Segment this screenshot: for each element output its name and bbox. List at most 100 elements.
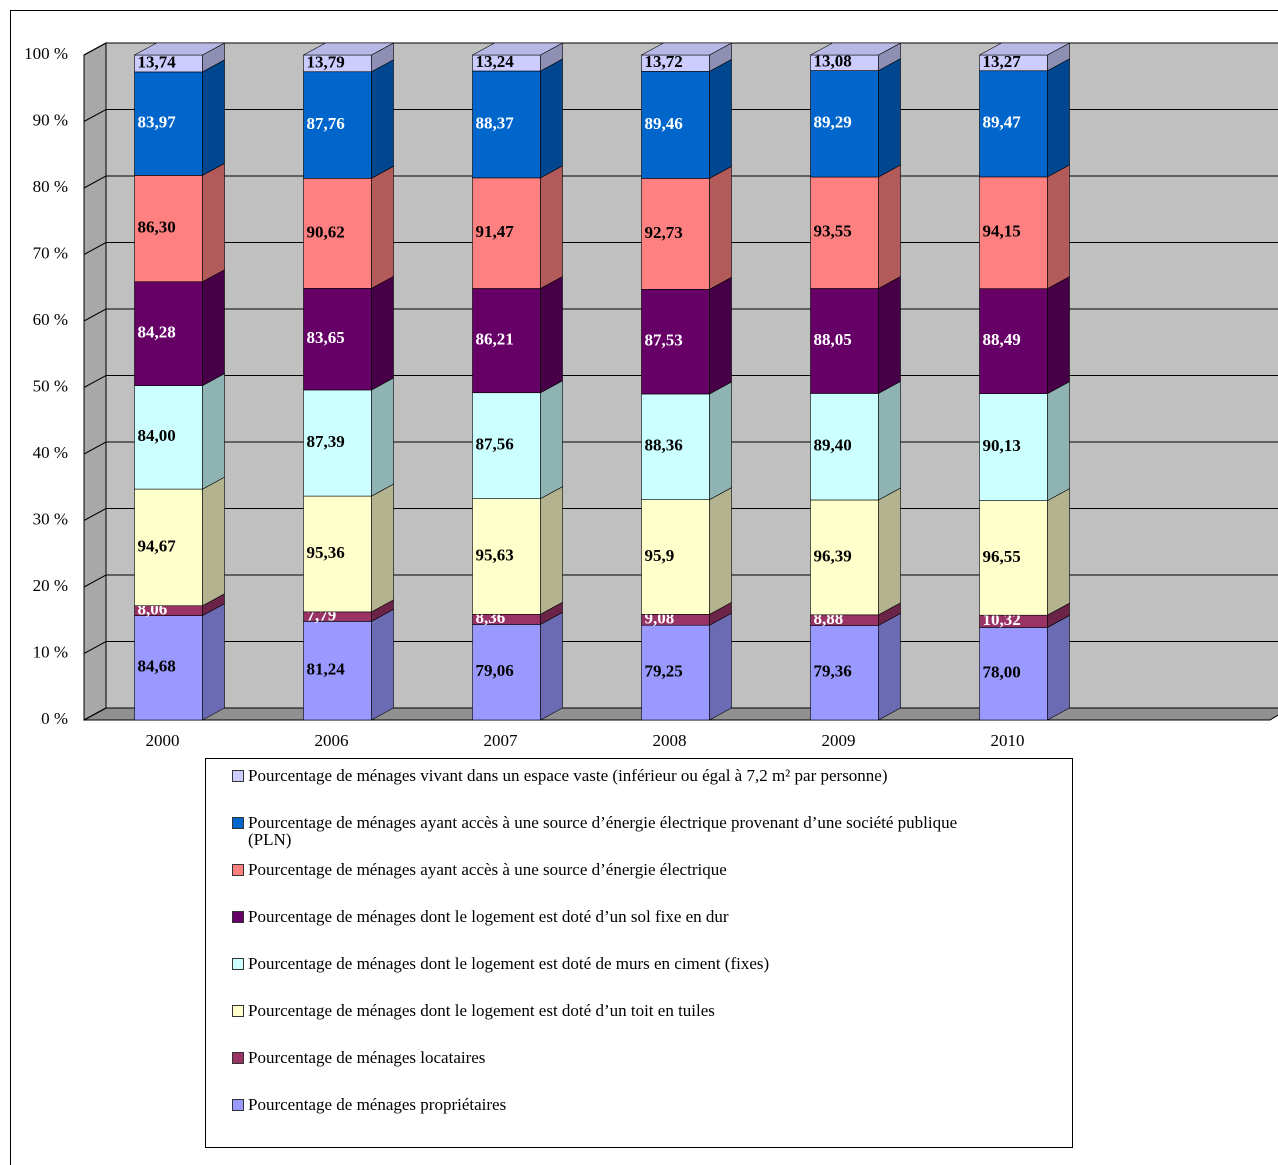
bar-side [1047, 614, 1070, 721]
bar-segment [979, 627, 1048, 721]
value-label: 88,05 [814, 330, 852, 349]
legend-swatch [232, 817, 244, 829]
bar-segment [979, 393, 1048, 501]
value-label: 83,65 [307, 328, 345, 347]
y-tick-label: 10 % [33, 642, 68, 661]
bar-side [878, 487, 901, 616]
value-label: 86,21 [476, 330, 514, 349]
legend-label: Pourcentage de ménages locataires [248, 1048, 486, 1067]
bar-side [202, 162, 225, 283]
bar-side [1047, 58, 1070, 178]
value-label: 87,39 [307, 432, 345, 451]
bar-side [1047, 276, 1070, 395]
value-label: 95,36 [307, 543, 345, 562]
value-label: 87,56 [476, 435, 514, 454]
value-label: 79,06 [476, 661, 514, 680]
legend-swatch [232, 958, 244, 970]
value-label: 83,97 [138, 113, 177, 132]
legend-item: Pourcentage de ménages vivant dans un es… [232, 767, 1072, 805]
bar-side [540, 380, 563, 500]
bar-segment [303, 495, 372, 613]
value-label: 13,74 [138, 52, 177, 71]
bar-segment [810, 625, 879, 721]
value-label: 96,39 [814, 546, 852, 565]
bar-side [202, 476, 225, 607]
legend-item: Pourcentage de ménages dont le logement … [232, 908, 1072, 946]
legend-label: Pourcentage de ménages dont le logement … [248, 907, 729, 926]
bar-side [709, 276, 732, 395]
value-label: 13,72 [645, 52, 683, 71]
legend-label: Pourcentage de ménages dont le logement … [248, 954, 770, 973]
legend-item: Pourcentage de ménages ayant accès à une… [232, 814, 1072, 852]
bar-side [878, 164, 901, 289]
y-tick-label: 20 % [33, 576, 68, 595]
legend-swatch [232, 864, 244, 876]
bar-top [810, 42, 901, 56]
value-label: 84,28 [138, 323, 176, 342]
value-label: 78,00 [983, 663, 1021, 682]
bar-side [1047, 164, 1070, 290]
y-tick-label: 0 % [41, 709, 68, 728]
bar-side [202, 59, 225, 176]
bar-segment [472, 624, 541, 721]
bar-side [878, 380, 901, 501]
bar-side [709, 58, 732, 179]
bar-segment [810, 288, 879, 394]
y-tick-label: 70 % [33, 243, 68, 262]
bar-side [709, 487, 732, 615]
x-tick-label: 2009 [822, 731, 856, 750]
bar-segment [303, 621, 372, 721]
value-label: 84,68 [138, 657, 176, 676]
bar-segment [641, 499, 710, 615]
bar-segment [472, 70, 541, 179]
value-label: 89,47 [983, 113, 1022, 132]
bar-side [878, 275, 901, 394]
value-label: 79,25 [645, 662, 683, 681]
y-tick-label: 60 % [33, 310, 68, 329]
value-label: 92,73 [645, 223, 683, 242]
value-label: 13,79 [307, 52, 345, 71]
bar-side [878, 612, 901, 721]
value-label: 86,30 [138, 217, 176, 236]
bar-side [371, 275, 394, 391]
y-tick-label: 90 % [33, 110, 68, 129]
bar-side [202, 373, 225, 490]
x-tick-label: 2007 [484, 731, 519, 750]
bar-segment [472, 392, 541, 499]
bar-segment [979, 70, 1048, 178]
value-label: 95,9 [645, 546, 675, 565]
bar-side [202, 269, 225, 387]
bar-segment [979, 176, 1048, 289]
legend-item: Pourcentage de ménages propriétaires [232, 1096, 1072, 1134]
legend-item: Pourcentage de ménages ayant accès à une… [232, 861, 1072, 899]
value-label: 13,24 [476, 52, 515, 71]
value-label: 87,76 [307, 114, 345, 133]
bar-segment [472, 498, 541, 615]
legend-item: Pourcentage de ménages dont le logement … [232, 1002, 1072, 1040]
bar-segment [810, 176, 879, 289]
value-label: 87,53 [645, 331, 683, 350]
legend-item: Pourcentage de ménages locataires [232, 1049, 1072, 1087]
bar-segment [472, 177, 541, 289]
bar-side [540, 275, 563, 394]
bar-segment [303, 389, 372, 497]
y-tick-label: 80 % [33, 177, 68, 196]
y-tick-label: 100 % [24, 44, 68, 63]
bar-side [202, 603, 225, 721]
bar-side [709, 381, 732, 501]
legend-label: Pourcentage de ménages vivant dans un es… [248, 766, 888, 785]
bar-side [709, 612, 732, 721]
bar-segment [134, 488, 203, 607]
bar-segment [134, 615, 203, 721]
x-tick-label: 2010 [991, 731, 1025, 750]
bar-side [878, 58, 901, 178]
value-label: 96,55 [983, 547, 1021, 566]
bar-side [540, 486, 563, 615]
bar-side [371, 59, 394, 179]
x-tick-label: 2000 [146, 731, 180, 750]
legend-label: Pourcentage de ménages dont le logement … [248, 1001, 715, 1020]
value-label: 93,55 [814, 222, 852, 241]
legend-swatch [232, 1005, 244, 1017]
legend-label: Pourcentage de ménages propriétaires [248, 1095, 507, 1114]
